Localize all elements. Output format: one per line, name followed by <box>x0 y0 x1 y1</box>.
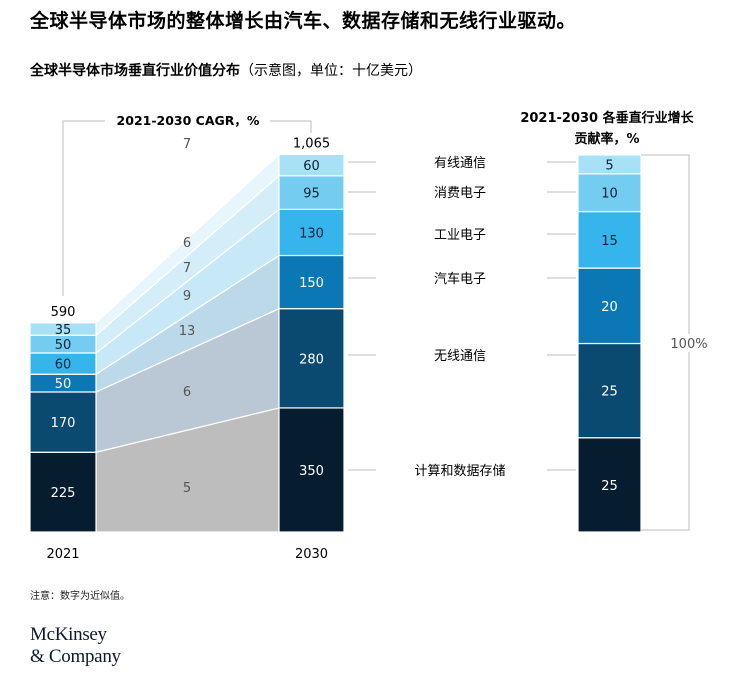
bar-value-label: 170 <box>51 416 76 431</box>
contribution-title: 2021-2030 各垂直行业增长 <box>520 110 694 126</box>
cagr-value-2: 13 <box>179 324 196 339</box>
cagr-value-0: 5 <box>183 481 191 496</box>
chart-subtitle: 全球半导体市场垂直行业价值分布（示意图，单位：十亿美元） <box>30 60 422 80</box>
cagr-bracket <box>62 120 105 296</box>
contribution-title: 贡献率，% <box>574 131 639 147</box>
segment-category-label: 工业电子 <box>434 228 486 243</box>
bar-total-label: 1,065 <box>293 136 330 151</box>
bar-segment-2030-1 <box>278 308 345 409</box>
contribution-value-label: 5 <box>605 158 613 173</box>
footnote: 注意：数字为近似值。 <box>30 591 130 602</box>
contribution-segment-3 <box>577 210 642 269</box>
chart-area: 22517050605035590202135028015013095601,0… <box>29 110 709 562</box>
headline: 全球半导体市场的整体增长由汽车、数据存储和无线行业驱动。 <box>30 10 577 32</box>
contribution-value-label: 25 <box>601 479 618 494</box>
bar-value-label: 50 <box>55 338 72 353</box>
bar-value-label: 50 <box>55 377 72 392</box>
segment-category-label: 消费电子 <box>434 186 486 201</box>
bar-segment-2030-0 <box>278 407 345 533</box>
total-label-bg <box>669 334 709 352</box>
contribution-value-label: 15 <box>601 234 618 249</box>
bar-value-label: 350 <box>299 464 324 479</box>
bar-segment-2021-1 <box>29 391 97 453</box>
mckinsey-logo: McKinsey & Company <box>30 624 121 668</box>
segment-category-label: 无线通信 <box>434 349 486 364</box>
logo-line-1: McKinsey <box>30 624 107 645</box>
cagr-value-1: 6 <box>183 385 191 400</box>
cagr-value-3: 9 <box>183 289 191 304</box>
cagr-bracket <box>270 120 312 133</box>
segment-category-label: 计算和数据存储 <box>414 464 505 479</box>
subtitle-unit: （示意图，单位：十亿美元） <box>240 63 422 79</box>
bar-value-label: 225 <box>51 486 76 501</box>
bar-segment-2030-5 <box>278 153 345 177</box>
bar-segment-2030-4 <box>278 175 345 211</box>
cagr-value-4: 7 <box>183 261 191 276</box>
total-label: 100% <box>670 337 707 352</box>
bar-value-label: 35 <box>55 323 72 338</box>
contribution-value-label: 25 <box>601 385 618 400</box>
contribution-value-label: 20 <box>601 300 618 315</box>
contribution-segment-5 <box>577 154 642 175</box>
bar-segment-2030-3 <box>278 208 345 257</box>
bar-value-label: 60 <box>55 358 72 373</box>
segment-category-label: 汽车电子 <box>434 271 486 287</box>
bar-value-label: 95 <box>303 187 320 202</box>
x-tick-label: 2030 <box>295 547 328 562</box>
bar-segment-2021-5 <box>29 322 97 336</box>
bar-total-label: 590 <box>51 305 76 320</box>
contribution-segment-0 <box>577 437 642 533</box>
cagr-bands <box>95 153 280 533</box>
chart-labels: 22517050605035590202135028015013095601,0… <box>46 110 709 562</box>
bar-value-label: 150 <box>299 276 324 291</box>
stacked-bars <box>29 153 642 533</box>
bar-value-label: 130 <box>299 226 324 241</box>
bar-value-label: 280 <box>299 352 324 367</box>
cagr-value-5: 6 <box>183 236 191 251</box>
cagr-title: 2021-2030 CAGR，% <box>117 113 260 128</box>
segment-category-label: 有线通信 <box>434 156 486 171</box>
contribution-value-label: 10 <box>601 187 618 202</box>
subtitle-title: 全球半导体市场垂直行业价值分布 <box>30 63 240 79</box>
logo-line-2: & Company <box>30 646 121 667</box>
bar-segment-2030-2 <box>278 254 345 310</box>
cagr-total-value: 7 <box>183 137 191 152</box>
contribution-segment-2 <box>577 267 642 345</box>
x-tick-label: 2021 <box>46 547 79 562</box>
bar-value-label: 60 <box>303 159 320 174</box>
